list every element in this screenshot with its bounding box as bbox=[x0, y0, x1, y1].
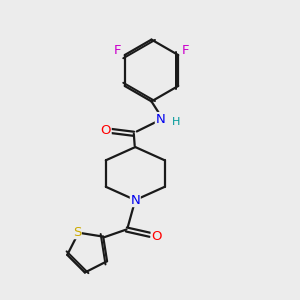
Text: S: S bbox=[73, 226, 81, 238]
Text: O: O bbox=[100, 124, 111, 137]
Text: F: F bbox=[113, 44, 121, 57]
Text: N: N bbox=[155, 112, 165, 126]
Text: H: H bbox=[171, 117, 180, 127]
Text: F: F bbox=[182, 44, 190, 57]
Text: N: N bbox=[130, 194, 140, 207]
Text: O: O bbox=[151, 230, 162, 243]
